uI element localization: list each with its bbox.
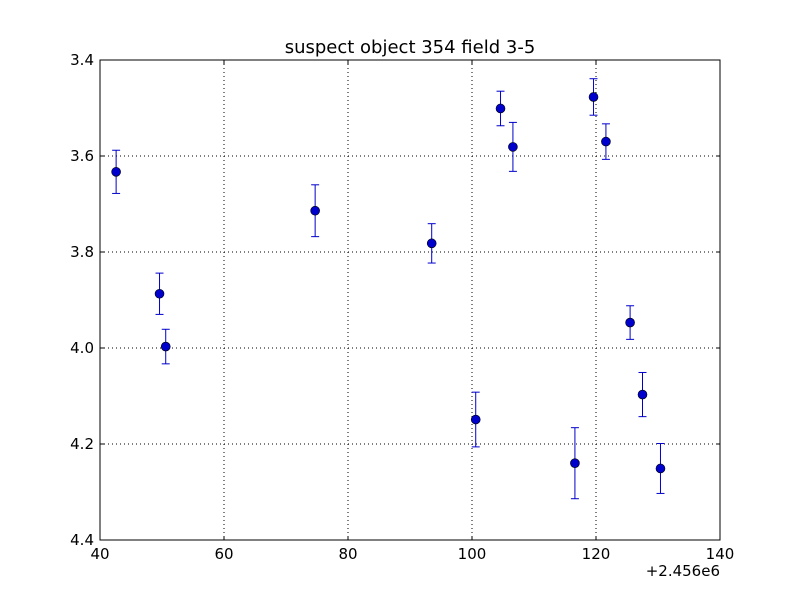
data-point (637, 389, 648, 400)
data-point (111, 167, 121, 177)
data-points (111, 92, 666, 474)
y-tick-labels: 3.4 3.6 3.8 4.0 4.2 4.4 (70, 51, 94, 549)
data-point (310, 205, 320, 216)
data-point (470, 414, 481, 425)
data-point (655, 463, 666, 474)
plot-area (100, 60, 720, 540)
grid-lines (100, 60, 720, 540)
x-axis-offset-label: +2.456e6 (646, 562, 720, 580)
y-tick-label: 4.0 (70, 339, 94, 357)
data-point (154, 288, 165, 299)
x-tick-label: 120 (582, 545, 611, 563)
data-point (495, 103, 506, 114)
y-tick-label: 4.4 (70, 531, 94, 549)
x-tick-label: 40 (90, 545, 109, 563)
data-point (601, 136, 611, 147)
y-tick-label: 4.2 (70, 435, 94, 453)
data-point (426, 238, 437, 249)
x-tick-labels: 40 60 80 100 120 140 (90, 545, 734, 563)
data-point (508, 142, 518, 152)
data-point (160, 341, 171, 352)
data-point (588, 92, 599, 102)
x-tick-label: 80 (338, 545, 357, 563)
plot-frame (99, 59, 721, 541)
x-tick-label: 60 (214, 545, 233, 563)
y-tick-label: 3.6 (70, 147, 94, 165)
y-tick-label: 3.4 (70, 51, 94, 69)
y-tick-label: 3.8 (70, 243, 94, 261)
data-point (570, 458, 580, 469)
data-point (625, 317, 635, 328)
chart-title: suspect object 354 field 3-5 (285, 37, 536, 58)
x-tick-label: 140 (706, 545, 735, 563)
x-tick-label: 100 (458, 545, 487, 563)
